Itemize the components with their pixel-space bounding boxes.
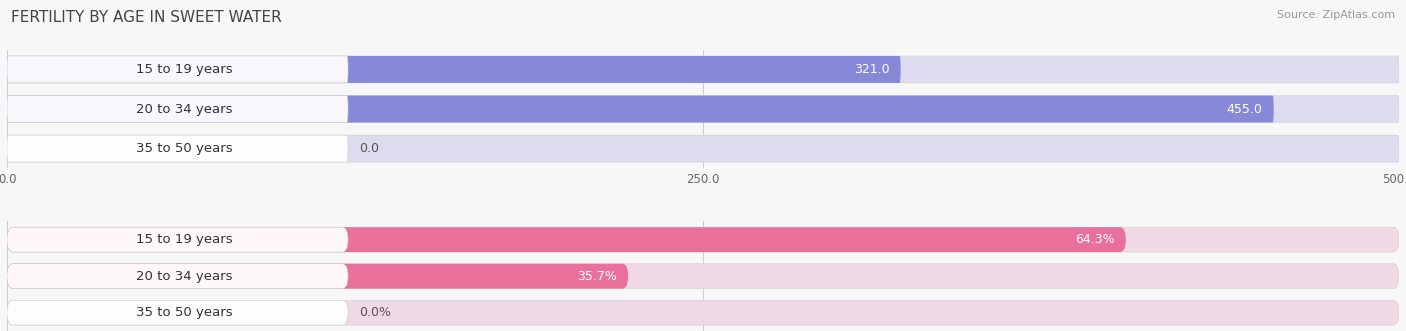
Text: 64.3%: 64.3% <box>1076 233 1115 246</box>
Text: 15 to 19 years: 15 to 19 years <box>136 63 232 76</box>
Text: FERTILITY BY AGE IN SWEET WATER: FERTILITY BY AGE IN SWEET WATER <box>11 10 283 25</box>
FancyBboxPatch shape <box>7 135 1399 162</box>
Text: 35 to 50 years: 35 to 50 years <box>136 142 232 155</box>
FancyBboxPatch shape <box>7 264 628 289</box>
FancyBboxPatch shape <box>7 135 349 162</box>
Text: 321.0: 321.0 <box>853 63 890 76</box>
FancyBboxPatch shape <box>7 227 349 252</box>
Text: 20 to 34 years: 20 to 34 years <box>136 103 232 116</box>
FancyBboxPatch shape <box>7 300 1399 325</box>
FancyBboxPatch shape <box>7 264 349 289</box>
FancyBboxPatch shape <box>7 96 1399 122</box>
Text: 35 to 50 years: 35 to 50 years <box>136 306 232 319</box>
FancyBboxPatch shape <box>7 96 1274 122</box>
FancyBboxPatch shape <box>7 227 1126 252</box>
FancyBboxPatch shape <box>7 56 901 83</box>
Text: 15 to 19 years: 15 to 19 years <box>136 233 232 246</box>
Text: 0.0: 0.0 <box>359 142 380 155</box>
FancyBboxPatch shape <box>7 264 1399 289</box>
Text: 20 to 34 years: 20 to 34 years <box>136 270 232 283</box>
FancyBboxPatch shape <box>7 56 349 83</box>
Text: 455.0: 455.0 <box>1226 103 1263 116</box>
Text: Source: ZipAtlas.com: Source: ZipAtlas.com <box>1277 10 1395 20</box>
Text: 0.0%: 0.0% <box>359 306 391 319</box>
FancyBboxPatch shape <box>7 227 1399 252</box>
FancyBboxPatch shape <box>7 300 349 325</box>
FancyBboxPatch shape <box>7 96 349 122</box>
FancyBboxPatch shape <box>7 56 1399 83</box>
Text: 35.7%: 35.7% <box>578 270 617 283</box>
